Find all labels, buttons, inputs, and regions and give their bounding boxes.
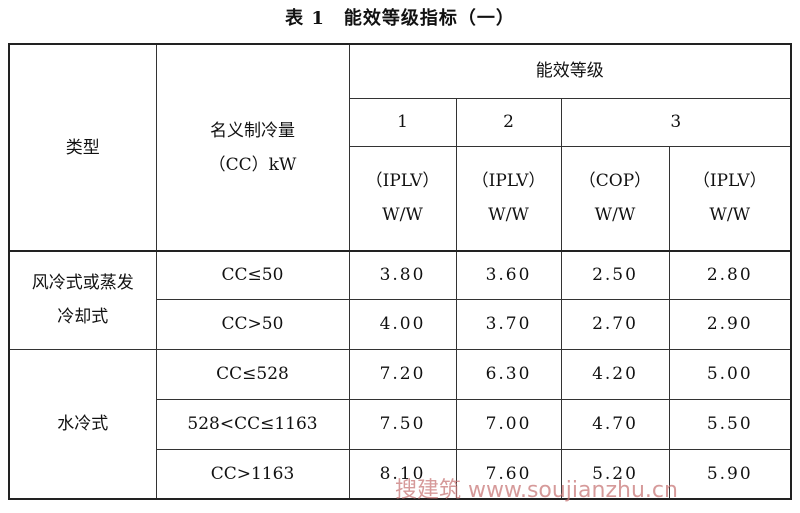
header-cell: （IPLV） W/W [668, 145, 792, 252]
value-cell: 2.50 [560, 250, 670, 300]
value-cell: 3.70 [455, 298, 562, 350]
capacity-cell: CC>50 [155, 298, 350, 350]
value-cell: 7.00 [455, 398, 562, 450]
value-cell: 5.00 [668, 348, 792, 400]
watermark: 搜建筑 www.soujianzhu.cn [395, 478, 678, 503]
header-row: （IPLV） W/W （IPLV） W/W （COP） W/W （IPLV） W/W [9, 145, 792, 252]
data-row: 水冷式 CC≤528 7.20 6.30 4.20 5.00 [8, 348, 792, 500]
capacity-cell: CC≤50 [155, 250, 350, 300]
table-title: 表 1 能效等级指标（一） [285, 8, 515, 29]
value-cell: 4.00 [348, 298, 457, 350]
type-line: 冷却式 [57, 307, 109, 328]
value-cell: 2.90 [668, 298, 792, 350]
header-cell: 类型 [8, 43, 157, 252]
header-cell: 3 [560, 97, 792, 147]
header-line: 名义制冷量 [210, 120, 295, 141]
header-line: （IPLV） [471, 171, 546, 192]
data-row: CC>50 4.00 3.70 2.70 2.90 [9, 298, 792, 350]
header-line: （COP） [578, 171, 652, 192]
type-cell: 风冷式或蒸发 冷却式 [8, 250, 157, 350]
value-cell: 4.20 [560, 348, 670, 400]
value-cell: 7.50 [348, 398, 457, 450]
table: 类型 名义制冷量 （CC）kW 能效等级 1 2 3 （IPLV） W/W （IPLV… [8, 43, 792, 500]
value-cell: 5.90 [668, 448, 792, 500]
header-cell: （IPLV） W/W [348, 145, 457, 252]
data-row: CC>1163 8.10 7.60 5.20 5.90 [9, 448, 792, 500]
header-line: W/W [488, 205, 529, 226]
value-cell: 5.50 [668, 398, 792, 450]
type-cell: 水冷式 [8, 348, 157, 500]
value-cell: 4.70 [560, 398, 670, 450]
header-cell: （COP） W/W [560, 145, 670, 252]
header-line: （IPLV） [692, 171, 767, 192]
data-row: 风冷式或蒸发 冷却式 CC≤50 3.80 3.60 2.50 2.80 [8, 250, 792, 350]
header-line: W/W [594, 205, 636, 226]
header-cell: （IPLV） W/W [455, 145, 562, 252]
value-cell: 8.10 [348, 448, 457, 500]
header-line: W/W [382, 205, 423, 226]
header-line: （IPLV） [365, 171, 440, 192]
data-row: 528<CC≤1163 7.50 7.00 4.70 5.50 [9, 398, 792, 450]
value-cell: 3.60 [455, 250, 562, 300]
value-cell: 2.80 [668, 250, 792, 300]
header-cell: 名义制冷量 （CC）kW [155, 43, 350, 252]
value-cell: 3.80 [348, 250, 457, 300]
header-row: 类型 名义制冷量 （CC）kW 能效等级 [8, 43, 792, 252]
value-cell: 6.30 [455, 348, 562, 400]
value-cell: 7.60 [455, 448, 562, 500]
header-cell: 能效等级 [348, 43, 792, 99]
header-cell: 1 [348, 97, 457, 147]
type-line: 风冷式或蒸发 [31, 273, 134, 294]
capacity-cell: CC≤528 [155, 348, 350, 400]
capacity-cell: 528<CC≤1163 [155, 398, 350, 450]
type-line: 水冷式 [57, 413, 109, 434]
value-cell: 2.70 [560, 298, 670, 350]
capacity-cell: CC>1163 [155, 448, 350, 500]
value-cell: 7.20 [348, 348, 457, 400]
header-line: W/W [709, 205, 751, 226]
header-cell: 2 [455, 97, 562, 147]
header-line: （CC）kW [208, 154, 297, 175]
